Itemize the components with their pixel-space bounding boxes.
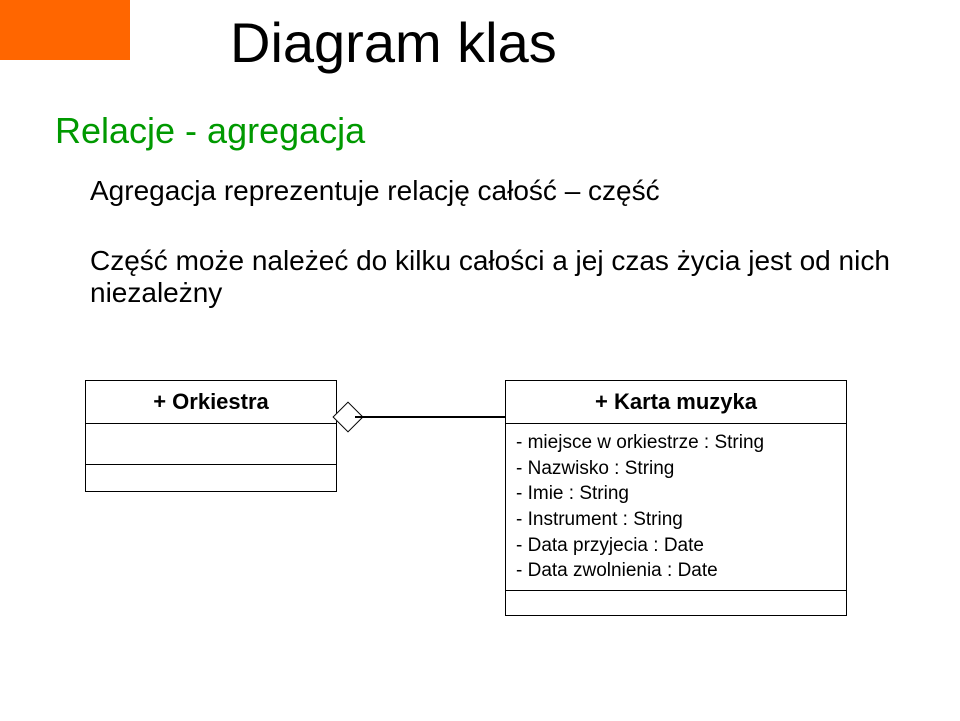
page-title: Diagram klas: [230, 10, 557, 75]
uml-class-title: + Orkiestra: [86, 381, 336, 424]
aggregation-line: [355, 416, 505, 418]
uml-attribute: - Data przyjecia : Date: [516, 533, 836, 559]
uml-class-operations: [506, 591, 846, 615]
uml-attribute: - miejsce w orkiestrze : String: [516, 430, 836, 456]
uml-attribute: - Imie : String: [516, 481, 836, 507]
description-line-2: Część może należeć do kilku całości a je…: [90, 245, 910, 309]
uml-class-attributes: - miejsce w orkiestrze : String- Nazwisk…: [506, 424, 846, 591]
description-line-1: Agregacja reprezentuje relację całość – …: [90, 175, 660, 207]
uml-class-attributes: [86, 424, 336, 465]
page-subtitle: Relacje - agregacja: [55, 110, 365, 152]
accent-box: [0, 0, 130, 60]
uml-class-karta-muzyka: + Karta muzyka - miejsce w orkiestrze : …: [505, 380, 847, 616]
uml-attribute: - Nazwisko : String: [516, 456, 836, 482]
uml-attribute: - Data zwolnienia : Date: [516, 558, 836, 584]
uml-class-title: + Karta muzyka: [506, 381, 846, 424]
uml-class-operations: [86, 465, 336, 491]
uml-attribute: - Instrument : String: [516, 507, 836, 533]
uml-class-orkiestra: + Orkiestra: [85, 380, 337, 492]
